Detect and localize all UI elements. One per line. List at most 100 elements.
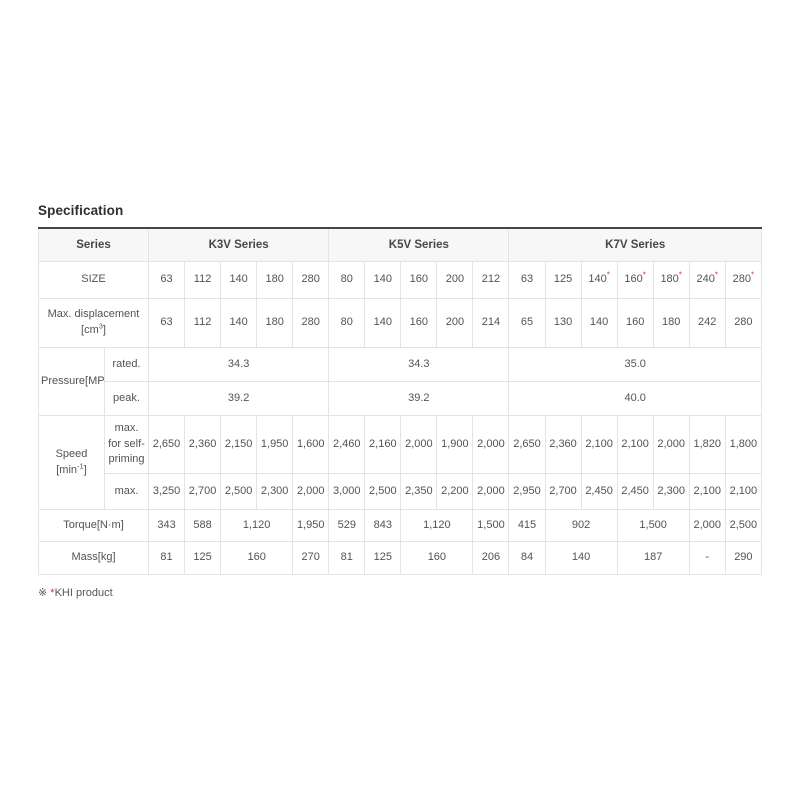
cell: 81	[147, 541, 186, 575]
cell: 3,250	[147, 473, 186, 510]
cell: 140	[544, 541, 618, 575]
row-label: Pressure[MPa]	[38, 347, 105, 416]
cell: 81	[328, 541, 366, 575]
cell: 80	[328, 298, 366, 348]
cell: 2,000	[400, 415, 438, 474]
footnote-text: KHI product	[54, 587, 113, 599]
cell: 130	[544, 298, 582, 348]
cell: 180	[256, 298, 294, 348]
cell: 140	[220, 298, 258, 348]
cell: 2,100	[580, 415, 618, 474]
cell: 242	[688, 298, 726, 348]
cell: 1,820	[688, 415, 726, 474]
cell: 140	[580, 298, 618, 348]
cell: 125	[184, 541, 222, 575]
khi-asterisk: *	[714, 270, 718, 280]
cell: 140*	[580, 261, 618, 299]
cell: 2,200	[436, 473, 474, 510]
cell: 290	[724, 541, 763, 575]
footnote: ※ *KHI product	[38, 586, 762, 599]
cell: 80	[328, 261, 366, 299]
cell: 39.2	[328, 381, 510, 416]
row-label: Speed [min-1]	[38, 415, 105, 510]
cell: 34.3	[147, 347, 330, 382]
table-row-size: SIZE 63 112 140 180 280 80 140 160 200 2…	[38, 261, 763, 299]
khi-asterisk: *	[678, 270, 682, 280]
cell: 415	[508, 509, 546, 542]
cell: 2,000	[472, 415, 510, 474]
cell: 180*	[652, 261, 690, 299]
cell: 2,300	[652, 473, 690, 510]
cell: 2,100	[724, 473, 763, 510]
cell: 2,700	[184, 473, 222, 510]
cell: 180	[652, 298, 690, 348]
cell: 187	[616, 541, 690, 575]
cell: 2,650	[508, 415, 546, 474]
cell: 140	[364, 261, 402, 299]
table-row-speed-max: max. 3,250 2,700 2,500 2,300 2,000 3,000…	[39, 473, 763, 510]
table-row-pressure-rated: Pressure[MPa] rated. 34.3 34.3 35.0	[38, 347, 762, 416]
cell: 125	[364, 541, 402, 575]
cell: 843	[364, 509, 402, 542]
cell: 2,000	[688, 509, 726, 542]
cell: 63	[147, 261, 186, 299]
cell: 270	[292, 541, 330, 575]
cell: 2,950	[508, 473, 546, 510]
row-label: Mass[kg]	[38, 541, 149, 575]
cell: 1,800	[724, 415, 763, 474]
group-header-k5v: K5V Series	[328, 227, 510, 262]
row-sublabel: max.	[104, 473, 149, 510]
cell: 160	[616, 298, 654, 348]
series-header: Series	[38, 227, 149, 262]
cell: 112	[184, 298, 222, 348]
cell: 2,460	[328, 415, 366, 474]
cell: 529	[328, 509, 366, 542]
cell: 343	[147, 509, 186, 542]
cell: 2,000	[472, 473, 510, 510]
row-sublabel: max. for self-priming	[104, 415, 149, 474]
cell: 902	[544, 509, 618, 542]
cell: 1,120	[220, 509, 294, 542]
cell: 2,100	[688, 473, 726, 510]
page-title: Specification	[38, 203, 124, 218]
footnote-asterisk: *	[50, 587, 55, 599]
cell: 1,950	[256, 415, 294, 474]
table-row-speed-self-priming: Speed [min-1] max. for self-priming 2,65…	[38, 415, 763, 510]
group-header-k7v: K7V Series	[508, 227, 762, 262]
cell: 240*	[688, 261, 726, 299]
cell: 84	[508, 541, 546, 575]
khi-asterisk: *	[642, 270, 646, 280]
cell: 1,900	[436, 415, 474, 474]
cell: 588	[184, 509, 222, 542]
cell: 2,300	[256, 473, 294, 510]
cell: 214	[472, 298, 510, 348]
cell: 2,000	[292, 473, 330, 510]
cell: 200	[436, 261, 474, 299]
cell: 3,000	[328, 473, 366, 510]
row-sublabel: peak.	[104, 381, 149, 416]
specification-table: Series K3V Series K5V Series K7V Series …	[38, 227, 763, 575]
cell: 2,000	[652, 415, 690, 474]
khi-asterisk: *	[606, 270, 610, 280]
cell: 1,500	[616, 509, 690, 542]
cell: 280*	[724, 261, 763, 299]
cell: 35.0	[508, 347, 762, 382]
cell: 2,500	[220, 473, 258, 510]
row-sublabel: rated.	[104, 347, 149, 382]
table-row-torque: Torque[N·m] 343 588 1,120 1,950 529 843 …	[38, 509, 763, 542]
cell: 1,120	[400, 509, 474, 542]
specification-section: Specification Series K3V Series K5V Seri…	[38, 203, 763, 599]
cell: 160*	[616, 261, 654, 299]
cell: 2,100	[616, 415, 654, 474]
cell: 40.0	[508, 381, 762, 416]
cell: 2,360	[544, 415, 582, 474]
cell: 180	[256, 261, 294, 299]
table-row-displacement: Max. displacement [cm3] 63 112 140 180 2…	[38, 298, 763, 348]
cell: 206	[472, 541, 510, 575]
cell: 280	[292, 261, 330, 299]
cell: 2,350	[400, 473, 438, 510]
cell: 160	[400, 298, 438, 348]
cell: 1,950	[292, 509, 330, 542]
cell: 1,600	[292, 415, 330, 474]
